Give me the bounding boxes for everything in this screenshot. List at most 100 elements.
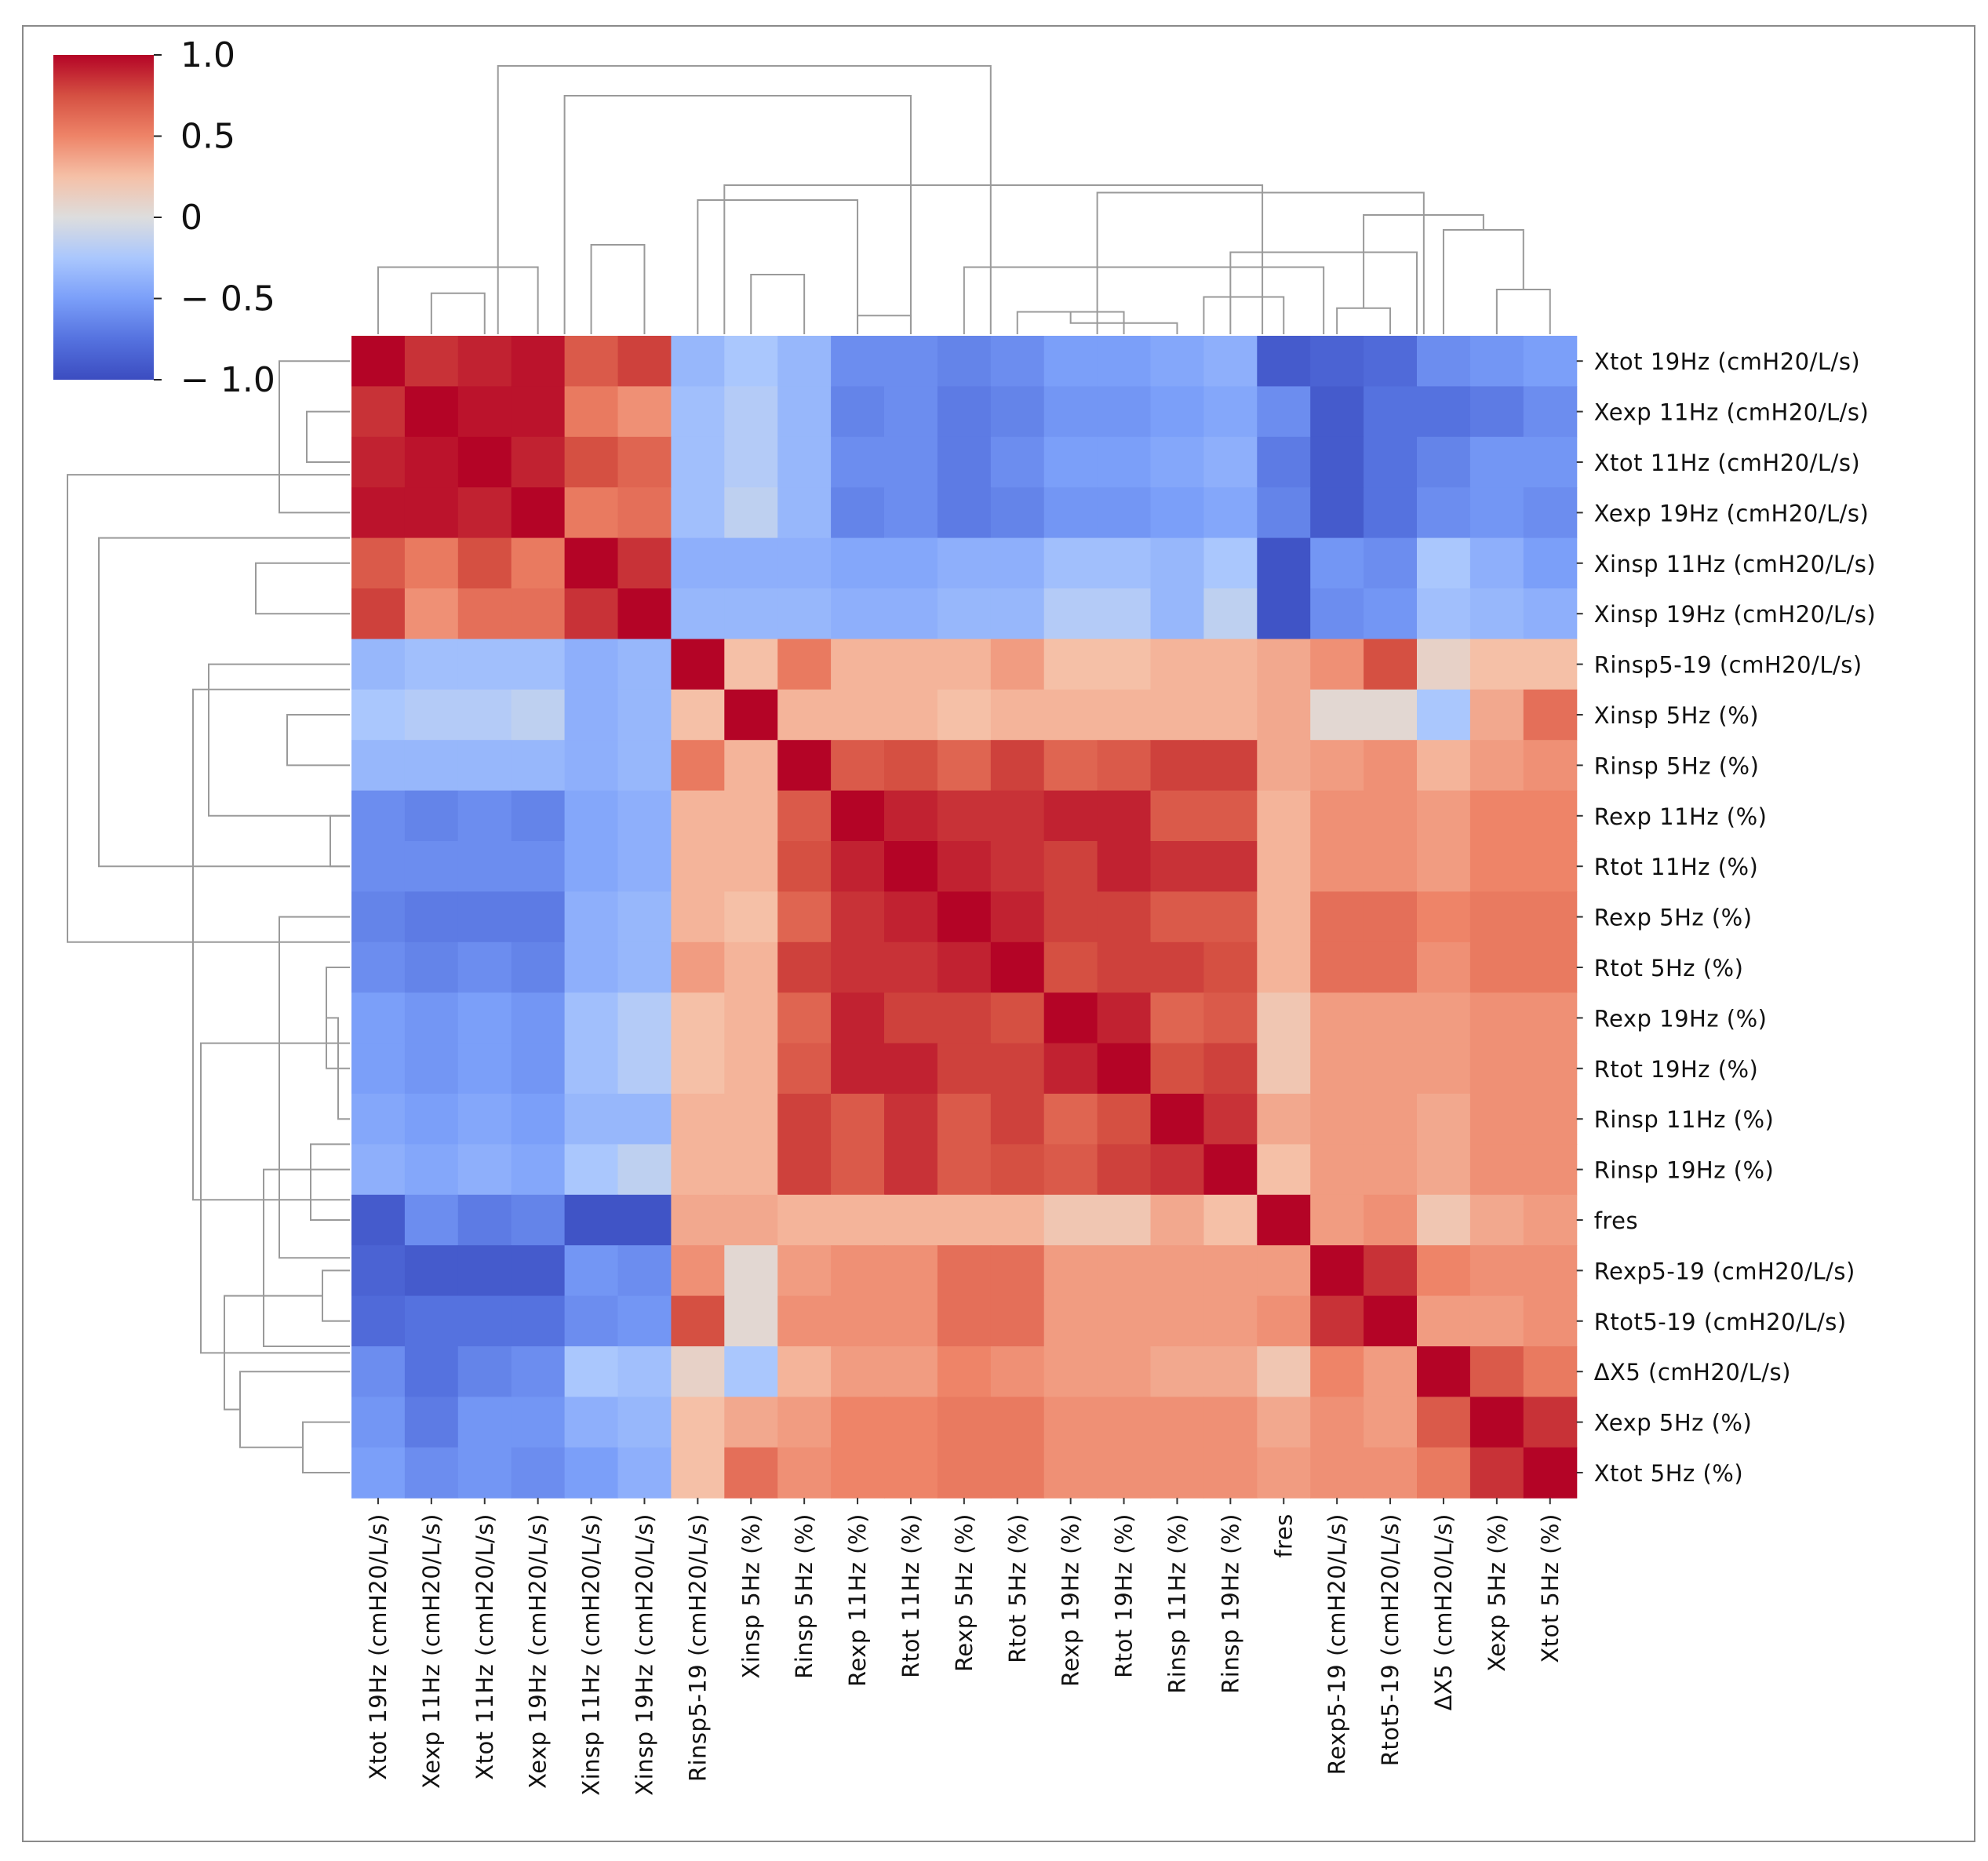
heatmap-cell [1310,1144,1364,1196]
heatmap-cell [884,1245,938,1297]
heatmap-cell [1364,1094,1418,1145]
heatmap-cell [351,941,406,993]
heatmap-cell [831,386,885,438]
column-label: Rinsp 11Hz (%) [1164,1513,1191,1694]
column-label: Rtot 19Hz (%) [1111,1513,1138,1678]
heatmap-cell [617,1094,672,1145]
column-label: Rtot 11Hz (%) [898,1513,924,1678]
heatmap-cell [1043,992,1098,1044]
heatmap-cell [617,537,672,589]
heatmap-cell [1310,1447,1364,1499]
heatmap-cell [1257,487,1311,539]
heatmap-cell [564,1346,619,1397]
dendrogram-branch [255,562,350,615]
heatmap-cell [1364,639,1418,690]
heatmap-cell [937,841,992,892]
heatmap-cell [1043,1295,1098,1347]
heatmap-cell [1469,689,1524,741]
heatmap-cell [724,386,778,438]
heatmap-cell [884,336,938,387]
heatmap-cell [777,588,832,639]
heatmap-cell [1097,689,1152,741]
heatmap-cell [511,941,566,993]
heatmap-cell [617,436,672,488]
heatmap-cell [457,1094,512,1145]
heatmap-cell [831,740,885,792]
heatmap-cell [1150,1194,1204,1246]
heatmap-cell [1310,436,1364,488]
dendrogram-branch [750,274,806,334]
heatmap-cell [457,689,512,741]
heatmap-cell [1364,1447,1418,1499]
heatmap-cell [831,689,885,741]
heatmap-cell [884,941,938,993]
heatmap-cell [990,891,1045,943]
heatmap-cell [1150,1295,1204,1347]
heatmap-cell [457,1447,512,1499]
row-label: Rtot 5Hz (%) [1594,955,1744,981]
heatmap-cell [1097,891,1152,943]
heatmap-cell [1257,841,1311,892]
heatmap-cell [724,1447,778,1499]
dendrogram-branch [200,1042,350,1354]
heatmap-cell [777,689,832,741]
heatmap-cell [937,487,992,539]
heatmap-cell [1364,1346,1418,1397]
heatmap-cell [1469,1346,1524,1397]
heatmap-cell [1043,436,1098,488]
heatmap-cell [831,436,885,488]
heatmap-cell [884,1346,938,1397]
heatmap-cell [777,1397,832,1448]
heatmap-cell [724,336,778,387]
heatmap-cell [884,1043,938,1094]
heatmap-cell [1097,436,1152,488]
heatmap-cell [884,891,938,943]
heatmap-cell [1417,891,1471,943]
heatmap-cell [724,639,778,690]
heatmap-cell [1469,336,1524,387]
heatmap-cell [1043,639,1098,690]
heatmap-cell [511,487,566,539]
heatmap-cell [1364,1194,1418,1246]
heatmap-cell [564,436,619,488]
heatmap-cell [351,537,406,589]
heatmap-cell [1043,1144,1098,1196]
dendrogram-branch [192,688,350,1201]
heatmap-cell [671,1094,725,1145]
heatmap-cell [1469,588,1524,639]
heatmap-cell [990,537,1045,589]
row-label: Rinsp 11Hz (%) [1594,1106,1775,1133]
heatmap-cell [671,1144,725,1196]
heatmap-cell [1364,941,1418,993]
heatmap-cell [1310,639,1364,690]
heatmap-cell [1364,841,1418,892]
heatmap-cell [1523,891,1578,943]
heatmap-cell [1150,386,1204,438]
heatmap-cell [1203,891,1258,943]
column-label: Rinsp5-19 (cmH20/L/s) [684,1513,711,1782]
heatmap-cell [404,386,459,438]
heatmap-cell [937,992,992,1044]
heatmap-cell [937,1295,992,1347]
heatmap-cell [1469,790,1524,842]
heatmap-cell [777,1346,832,1397]
column-labels: Xtot 19Hz (cmH20/L/s) Xexp 11Hz (cmH20/L/… [365,1498,1564,1796]
dendrogram-branch [430,292,486,334]
heatmap-cell [1310,740,1364,792]
colorbar-tick-label: 0.5 [180,117,235,157]
dendrogram-branch [279,360,350,514]
heatmap-cell [724,841,778,892]
heatmap-cell [1469,891,1524,943]
heatmap-cell [1469,1094,1524,1145]
heatmap-cell [1150,1447,1204,1499]
heatmap-cell [1417,689,1471,741]
heatmap-cell [457,588,512,639]
heatmap-cell [777,386,832,438]
heatmap-cell [777,790,832,842]
heatmap-cell [1203,992,1258,1044]
heatmap-cell [777,1295,832,1347]
dendrogram-branch [326,1017,350,1120]
row-label: Rtot5-19 (cmH20/L/s) [1594,1309,1847,1335]
heatmap-cell [1150,992,1204,1044]
heatmap-cell [831,336,885,387]
